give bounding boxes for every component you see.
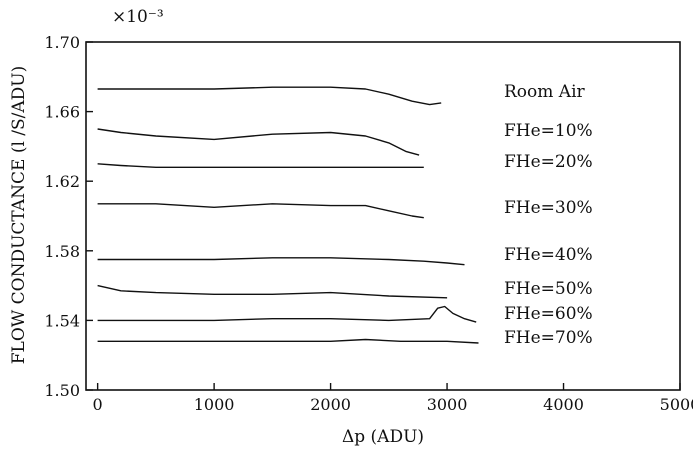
x-tick-label: 4000 <box>543 395 584 414</box>
y-multiplier: ×10⁻³ <box>112 7 164 27</box>
series-label-1: Room Air <box>504 82 586 102</box>
series-line-5 <box>98 258 465 265</box>
x-tick-label: 1000 <box>194 395 235 414</box>
y-axis-label: FLOW CONDUCTANCE (l /S/ADU) <box>9 66 29 365</box>
y-tick-label: 1.62 <box>44 172 80 191</box>
series-label-7: FHe=60% <box>504 304 593 324</box>
series-line-1 <box>98 87 442 104</box>
x-tick-label: 2000 <box>310 395 351 414</box>
y-tick-label: 1.70 <box>44 33 80 52</box>
y-tick-label: 1.58 <box>44 242 80 261</box>
series-label-8: FHe=70% <box>504 328 593 348</box>
series-line-3 <box>98 164 424 168</box>
series-label-3: FHe=20% <box>504 152 593 172</box>
legend-layer: Room Air FHe=10% FHe=20% FHe=30% FHe=40% FHe=… <box>504 82 593 348</box>
series-label-4: FHe=30% <box>504 198 593 218</box>
y-tick-label: 1.50 <box>44 381 80 400</box>
x-tick-label: 0 <box>93 395 103 414</box>
series-line-6 <box>98 286 448 298</box>
series-line-7 <box>98 307 477 323</box>
series-line-4 <box>98 204 424 218</box>
series-label-2: FHe=10% <box>504 121 593 141</box>
y-tick-label: 1.66 <box>44 103 80 122</box>
series-label-6: FHe=50% <box>504 279 593 299</box>
series-line-2 <box>98 129 420 155</box>
series-line-8 <box>98 340 479 344</box>
x-axis-label: Δp (ADU) <box>342 427 424 447</box>
x-tick-label: 3000 <box>427 395 468 414</box>
x-tick-label: 5000 <box>660 395 693 414</box>
y-tick-label: 1.54 <box>44 311 80 330</box>
series-label-5: FHe=40% <box>504 245 593 265</box>
series-layer <box>98 87 479 343</box>
